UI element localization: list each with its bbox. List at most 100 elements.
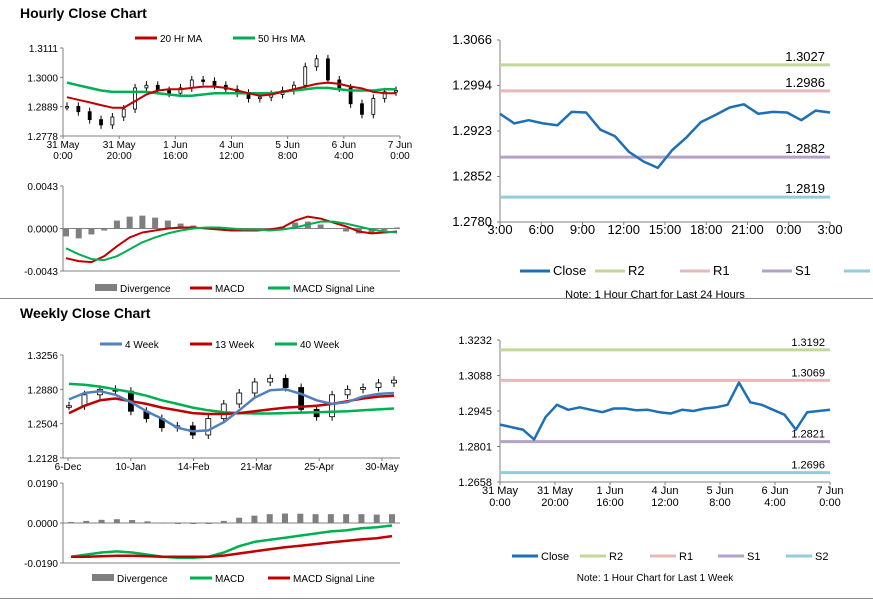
divergence-bar xyxy=(251,515,258,523)
candle xyxy=(251,381,258,394)
candle xyxy=(348,87,353,105)
legend-swatch xyxy=(92,574,114,581)
legend-label: Divergence xyxy=(120,284,171,295)
divergence-bar xyxy=(282,513,288,523)
divergence-bar xyxy=(68,521,74,523)
x-tick-label: 14-Feb xyxy=(178,462,210,473)
x-tick-label: 4 Jun xyxy=(652,485,679,497)
candle xyxy=(178,87,183,94)
close-line xyxy=(499,381,831,441)
y-tick-label: 1.2128 xyxy=(27,454,58,465)
divergence-bar xyxy=(113,519,120,523)
legend-swatch xyxy=(95,284,117,291)
candle xyxy=(167,90,172,94)
macd-line xyxy=(70,524,393,559)
candle xyxy=(65,106,69,109)
hourly-macd-chart: 0.0043 0.0000 -0.0043 Divergence MACD MACD Si… xyxy=(24,182,400,295)
x-tick-label: 16:00 xyxy=(163,151,188,162)
x-tick-label: 0:00 xyxy=(390,151,410,162)
x-tick-label: 1 Jun xyxy=(597,485,624,497)
divergence-bar xyxy=(389,514,395,523)
legend-label: MACD Signal Line xyxy=(293,574,375,585)
ma20-line xyxy=(66,81,396,109)
divergence-bar xyxy=(327,514,334,523)
legend-label: MACD xyxy=(215,574,244,585)
y-tick-label: 0.0000 xyxy=(27,519,58,530)
x-tick-label: 1 Jun xyxy=(163,140,187,151)
legend-label: Close xyxy=(553,263,586,278)
candle xyxy=(257,96,262,100)
level-label-s2: 1.2696 xyxy=(791,460,825,472)
divergence-bar xyxy=(317,224,324,229)
divergence-bar xyxy=(139,215,146,229)
section-divider xyxy=(0,298,873,299)
candle xyxy=(267,377,274,383)
weekly-macd-chart: 0.0190 0.0000 -0.0190 Divergence MACD MACD Si… xyxy=(24,479,400,585)
x-tick-label: 31 May xyxy=(103,140,136,151)
x-tick-label: 8:00 xyxy=(709,497,730,509)
candle xyxy=(391,379,397,384)
x-tick-label: 31 May xyxy=(537,485,574,497)
divergence-bar xyxy=(205,523,212,524)
y-tick-label: 1.3088 xyxy=(458,371,492,383)
x-tick-label: 31 May xyxy=(482,485,519,497)
weekly-chart-title: Weekly Close Chart xyxy=(20,305,151,321)
x-tick-label: 0:00 xyxy=(819,497,840,509)
candle xyxy=(282,377,289,388)
chart-note: Note: 1 Hour Chart for Last 1 Week xyxy=(577,573,735,584)
y-tick-label: 1.2880 xyxy=(27,385,58,396)
divergence-bar xyxy=(373,514,380,523)
divergence-bar xyxy=(63,228,69,237)
divergence-bar xyxy=(75,228,82,239)
x-tick-label: 7 Jun xyxy=(388,140,412,151)
x-tick-label: 7 Jun xyxy=(817,485,844,497)
hourly-levels-chart: 1.3066 1.2994 1.2923 1.2852 1.2780 1.3027 1.29… xyxy=(452,32,870,298)
candle xyxy=(382,91,387,99)
legend-label: 50 Hrs MA xyxy=(258,34,306,45)
legend-label: Divergence xyxy=(117,574,168,585)
divergence-bar xyxy=(126,216,133,229)
candle xyxy=(76,106,81,113)
divergence-bar xyxy=(113,220,120,229)
divergence-bar xyxy=(220,520,227,523)
x-tick-label: 21:00 xyxy=(731,222,764,237)
legend-label: R1 xyxy=(679,551,693,563)
y-tick-label: -0.0043 xyxy=(24,267,58,278)
x-tick-label: 20:00 xyxy=(107,151,132,162)
divergence-bar xyxy=(343,228,350,232)
candle xyxy=(87,111,92,121)
candle xyxy=(371,98,376,115)
macd-line xyxy=(65,215,398,264)
close-line xyxy=(499,103,831,170)
legend-label: Close xyxy=(541,551,569,563)
candle xyxy=(375,382,382,388)
divergence-bar xyxy=(394,227,400,229)
divergence-bar xyxy=(297,513,304,523)
legend-label: MACD Signal Line xyxy=(293,284,375,295)
candle xyxy=(303,66,308,86)
x-tick-label: 31 May xyxy=(47,140,80,151)
x-tick-label: 10-Jan xyxy=(116,462,147,473)
candle xyxy=(329,394,335,418)
divergence-bar xyxy=(190,523,197,525)
legend-label: MACD xyxy=(215,284,244,295)
candle xyxy=(360,103,364,115)
x-tick-label: 6 Jun xyxy=(332,140,356,151)
ma50-line xyxy=(66,81,396,98)
y-tick-label: 1.3066 xyxy=(452,32,492,47)
x-tick-label: 9:00 xyxy=(570,222,595,237)
x-tick-label: 20:00 xyxy=(541,497,569,509)
level-label-s1: 1.2821 xyxy=(791,429,825,441)
x-tick-label: 16:00 xyxy=(596,497,624,509)
y-tick-label: 1.2658 xyxy=(458,477,492,489)
signal-line xyxy=(65,220,398,262)
legend-label: 13 Week xyxy=(215,340,255,351)
candle xyxy=(314,58,319,68)
x-tick-label: 3:00 xyxy=(817,222,842,237)
x-tick-label: 4 Jun xyxy=(219,140,243,151)
x-tick-label: 5 Jun xyxy=(275,140,299,151)
legend-label: S2 xyxy=(815,551,828,563)
candle xyxy=(394,90,398,93)
x-tick-label: 15:00 xyxy=(649,222,682,237)
level-label-r2: 1.3027 xyxy=(785,49,825,64)
